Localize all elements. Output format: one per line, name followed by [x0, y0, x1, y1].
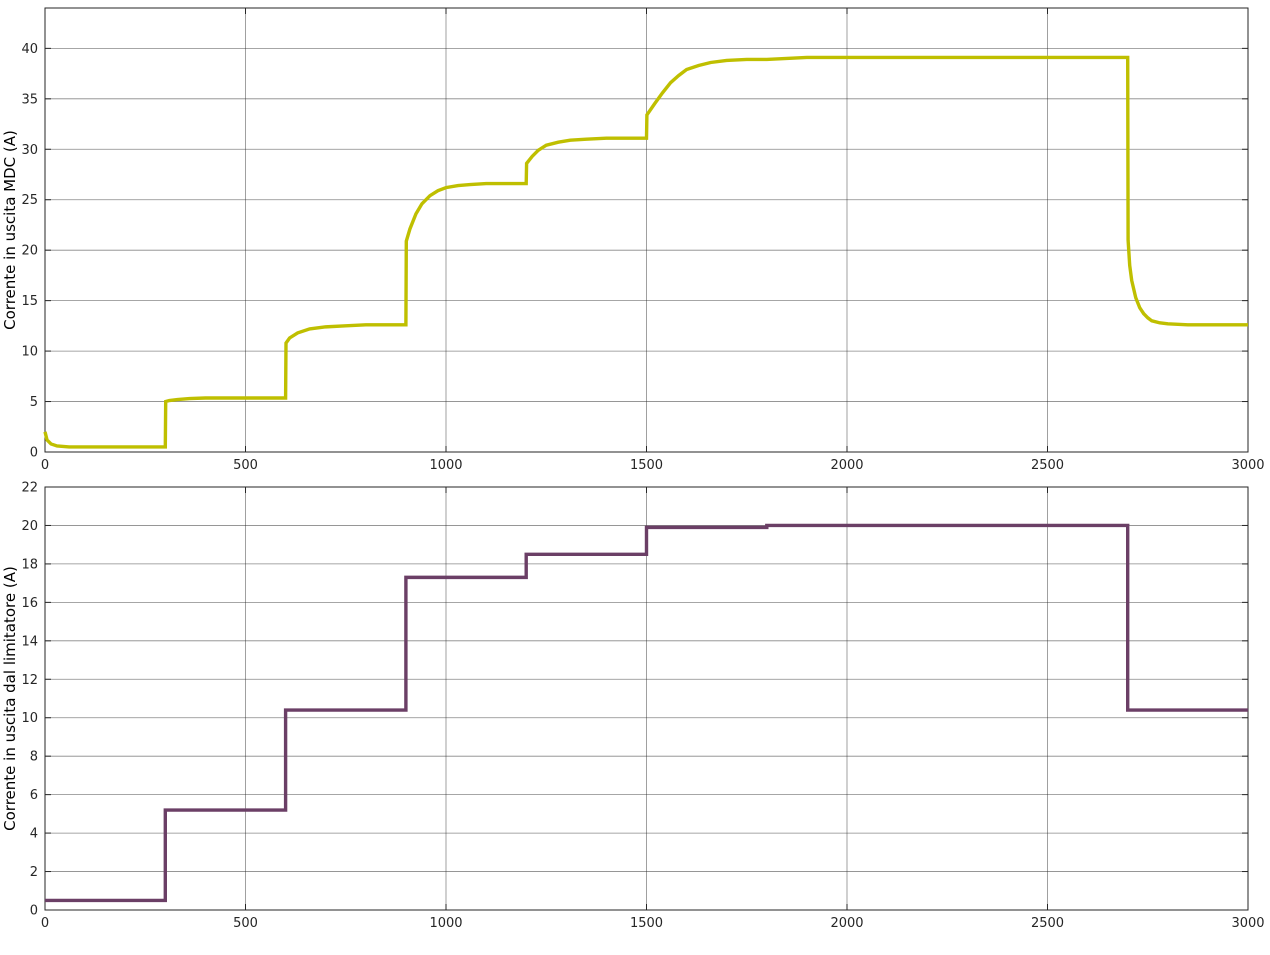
top-xtick-label-3: 1500 — [630, 458, 663, 473]
top-xtick-label-4: 2000 — [830, 458, 863, 473]
bottom-xtick-label-5: 2500 — [1031, 916, 1064, 931]
bottom-xtick-label-1: 500 — [233, 916, 258, 931]
top-ytick-label-6: 30 — [21, 143, 38, 158]
bottom-ytick-label-2: 4 — [30, 827, 38, 842]
bottom-ytick-label-11: 22 — [21, 481, 38, 496]
top-xtick-label-0: 0 — [41, 458, 49, 473]
top-xtick-label-2: 1000 — [429, 458, 462, 473]
bottom-series-line-0 — [45, 523, 1248, 903]
bottom-ytick-label-10: 20 — [21, 519, 38, 534]
bottom-ytick-label-7: 14 — [21, 634, 38, 649]
bottom-ytick-label-8: 16 — [21, 596, 38, 611]
bottom-ytick-label-1: 2 — [30, 865, 38, 880]
top-series-line-0 — [43, 55, 1248, 449]
top-plot: 0 500 1000 1500 2000 2500 3000 0 5 10 15 20 25 30 35 40… — [1, 7, 1265, 473]
top-ytick-label-7: 35 — [21, 92, 38, 107]
bottom-xtick-label-3: 1500 — [630, 916, 663, 931]
top-ytick-label-8: 40 — [21, 42, 38, 57]
bottom-xtick-label-2: 1000 — [429, 916, 462, 931]
top-xtick-label-6: 3000 — [1231, 458, 1264, 473]
bottom-xtick-label-0: 0 — [41, 916, 49, 931]
bottom-ytick-label-6: 12 — [21, 673, 38, 688]
top-ytick-label-1: 5 — [30, 395, 38, 410]
top-ylabel: Corrente in uscita MDC (A) — [1, 130, 19, 330]
bottom-ylabel: Corrente in uscita dal limitatore (A) — [1, 566, 19, 831]
bottom-ytick-label-0: 0 — [30, 904, 38, 919]
bottom-xtick-label-6: 3000 — [1231, 916, 1264, 931]
bottom-xtick-label-4: 2000 — [830, 916, 863, 931]
top-ytick-label-3: 15 — [21, 294, 38, 309]
top-ytick-label-4: 20 — [21, 244, 38, 259]
bottom-ytick-label-3: 6 — [30, 788, 38, 803]
top-xtick-label-1: 500 — [233, 458, 258, 473]
top-xtick-label-5: 2500 — [1031, 458, 1064, 473]
bottom-plot: 0 500 1000 1500 2000 2500 3000 0 2 4 6 8 10 12 14 16 18 2… — [1, 481, 1265, 932]
bottom-ytick-label-5: 10 — [21, 711, 38, 726]
bottom-ytick-label-4: 8 — [30, 750, 38, 765]
top-ytick-label-0: 0 — [30, 446, 38, 461]
top-ytick-label-2: 10 — [21, 345, 38, 360]
bottom-ytick-label-9: 18 — [21, 557, 38, 572]
top-ytick-label-5: 25 — [21, 193, 38, 208]
